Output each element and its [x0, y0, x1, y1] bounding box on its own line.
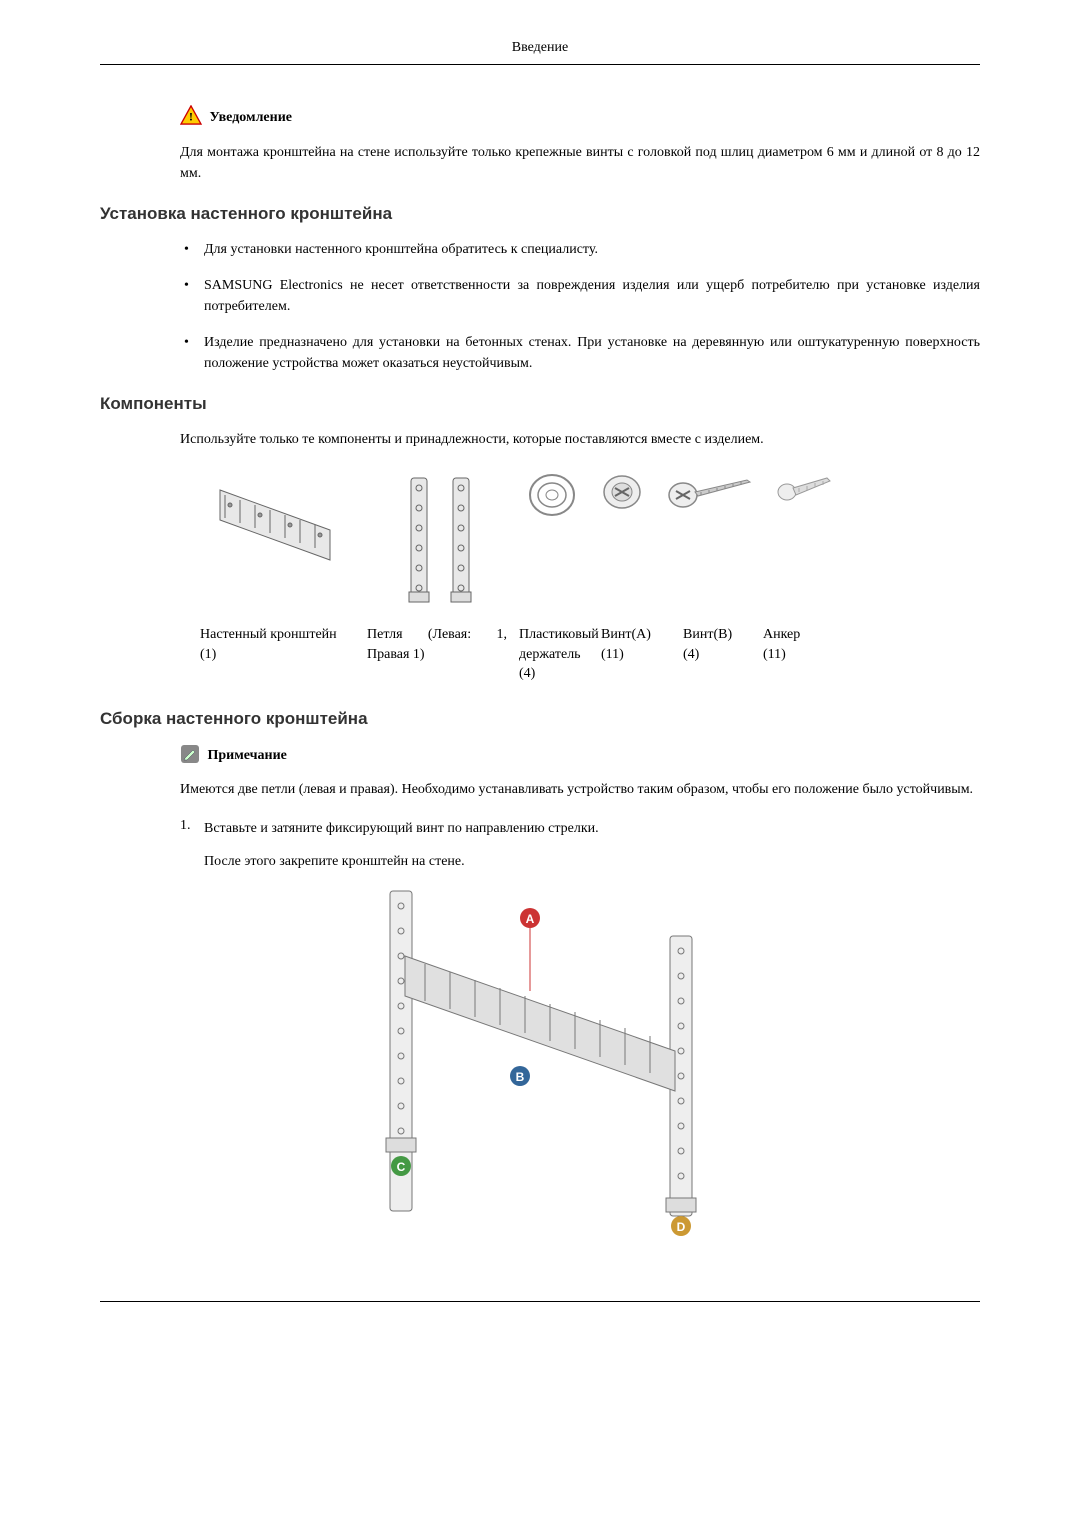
header-title: Введение [512, 40, 568, 55]
svg-text:A: A [526, 912, 535, 926]
warning-block: ! Уведомление Для монтажа кронштейна на … [180, 105, 980, 184]
svg-text:!: ! [189, 109, 193, 123]
warning-triangle-icon: ! [180, 105, 202, 130]
section1-bullets: Для установки настенного кронштейна обра… [180, 239, 980, 374]
step-text: Вставьте и затяните фиксирующий винт по … [204, 818, 980, 839]
bullet-item: Изделие предназначено для установки на б… [180, 332, 980, 374]
bullet-item: Для установки настенного кронштейна обра… [180, 239, 980, 260]
components-labels: Настенный кронштейн (1) Петля (Левая: 1,… [200, 625, 980, 684]
step-1: 1. Вставьте и затяните фиксирующий винт … [180, 818, 980, 839]
section2-heading: Компоненты [100, 394, 980, 414]
svg-text:C: C [397, 1160, 406, 1174]
note-text: Имеются две петли (левая и правая). Необ… [180, 779, 980, 800]
screw-a-image [600, 470, 645, 515]
footer-divider [100, 1301, 980, 1302]
label-holder: Пластиковый держатель (4) [519, 625, 589, 684]
section1-heading: Установка настенного кронштейна [100, 204, 980, 224]
assembly-diagram: A B C D [100, 876, 980, 1241]
hinge-image [375, 470, 505, 610]
label-bracket: Настенный кронштейн (1) [200, 625, 355, 684]
holder-image [525, 470, 580, 520]
screw-b-image [665, 470, 755, 510]
components-intro: Используйте только те компоненты и прина… [180, 429, 980, 450]
note-label: Примечание [208, 748, 287, 764]
label-screw-b: Винт(B) (4) [683, 625, 751, 684]
note-block: Примечание [180, 744, 980, 769]
bracket-image [200, 470, 355, 580]
page-header: Введение [100, 40, 980, 65]
label-screw-a: Винт(A) (11) [601, 625, 671, 684]
components-images [200, 470, 980, 610]
bullet-item: SAMSUNG Electronics не несет ответственн… [180, 275, 980, 317]
anchor-image [775, 470, 835, 505]
label-hinge: Петля (Левая: 1, Правая 1) [367, 625, 507, 684]
warning-label: Уведомление [210, 110, 292, 126]
svg-text:D: D [677, 1220, 686, 1234]
warning-text: Для монтажа кронштейна на стене использу… [180, 142, 980, 184]
note-pencil-icon [180, 744, 200, 769]
svg-text:B: B [516, 1070, 525, 1084]
step-sub-text: После этого закрепите кронштейн на стене… [204, 851, 980, 872]
step-number: 1. [180, 818, 204, 839]
label-anchor: Анкер (11) [763, 625, 823, 684]
section3-heading: Сборка настенного кронштейна [100, 709, 980, 729]
